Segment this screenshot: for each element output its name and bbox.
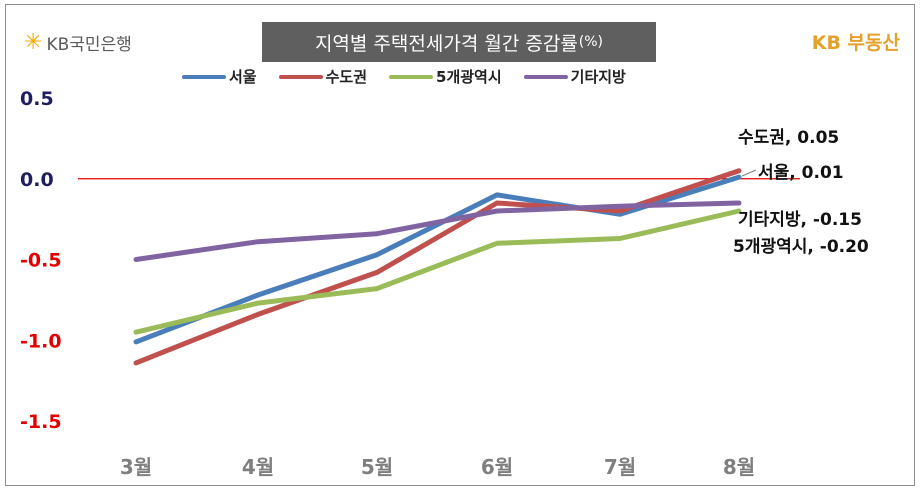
legend-swatch-sudogwon [278,74,323,79]
data-point-seoul [134,340,138,344]
data-point-other [134,258,138,261]
legend-label-sudogwon: 수도권 [325,68,368,86]
data-point-other [737,201,741,205]
x-tick-label: 6월 [481,455,513,479]
data-point-metro5 [375,287,379,291]
chart-title-unit: (%) [578,34,604,50]
legend-entry-other: 기타지방 [523,66,626,87]
y-tick-label: -1.0 [20,330,62,352]
kb-bank-logo: ✳ KB국민은행 [24,30,132,55]
x-tick-label: 8월 [723,455,755,479]
data-point-seoul [375,253,379,257]
annotation-label: 5개광역시, -0.20 [733,237,869,257]
x-tick-label: 4월 [242,455,274,479]
data-point-sudogwon [134,361,138,365]
y-tick-label: -1.5 [20,411,62,433]
legend-entry-metro5: 5개광역시 [389,66,502,87]
data-point-metro5 [618,237,622,240]
data-point-sudogwon [618,209,622,213]
x-tick-label: 5월 [361,455,393,479]
legend-swatch-seoul [182,74,226,79]
chart-title: 지역별 주택전세가격 월간 증감률 (%) [262,22,656,62]
data-point-sudogwon [375,270,379,274]
legend-entry-seoul: 서울 [182,66,257,87]
legend-swatch-metro5 [389,74,434,79]
kb-star-icon: ✳ [24,29,43,55]
kb-bank-logo-text: KB국민은행 [46,35,132,55]
data-point-metro5 [256,301,260,305]
annotation-label: 기타지방, -0.15 [738,210,862,230]
data-point-other [256,240,260,244]
series-line-metro5 [133,208,742,335]
legend-label-seoul: 서울 [229,68,257,86]
annotation-leader-line [741,169,757,177]
y-tick-label: 0.5 [20,88,54,110]
series-line-other [133,200,742,262]
data-point-other [618,204,622,208]
y-tick-label: 0.0 [20,169,54,191]
data-point-seoul [618,212,622,216]
annotation-label: 수도권, 0.05 [738,128,839,148]
data-point-metro5 [737,209,741,213]
data-point-sudogwon [737,169,741,173]
chart-legend: 서울 수도권 5개광역시 기타지방 [182,66,648,87]
kb-realestate-logo: KB 부동산 [811,32,900,54]
x-tick-label: 7월 [604,455,636,479]
data-point-metro5 [495,241,499,245]
data-point-seoul [256,293,260,297]
legend-label-metro5: 5개광역시 [436,68,502,86]
data-point-sudogwon [256,312,260,316]
legend-label-other: 기타지방 [570,68,626,86]
data-point-seoul [737,175,741,179]
legend-entry-sudogwon: 수도권 [278,66,368,87]
chart-title-text: 지역별 주택전세가격 월간 증감률 [314,32,578,55]
data-point-seoul [495,193,499,197]
chart-frame [5,4,915,486]
data-point-other [375,232,379,236]
annotation-label: 서울, 0.01 [758,163,844,183]
data-point-other [495,209,499,213]
x-tick-label: 3월 [120,455,152,479]
data-point-sudogwon [495,201,499,205]
legend-swatch-other [523,74,568,79]
data-point-metro5 [134,330,138,334]
y-tick-label: -0.5 [20,250,62,272]
